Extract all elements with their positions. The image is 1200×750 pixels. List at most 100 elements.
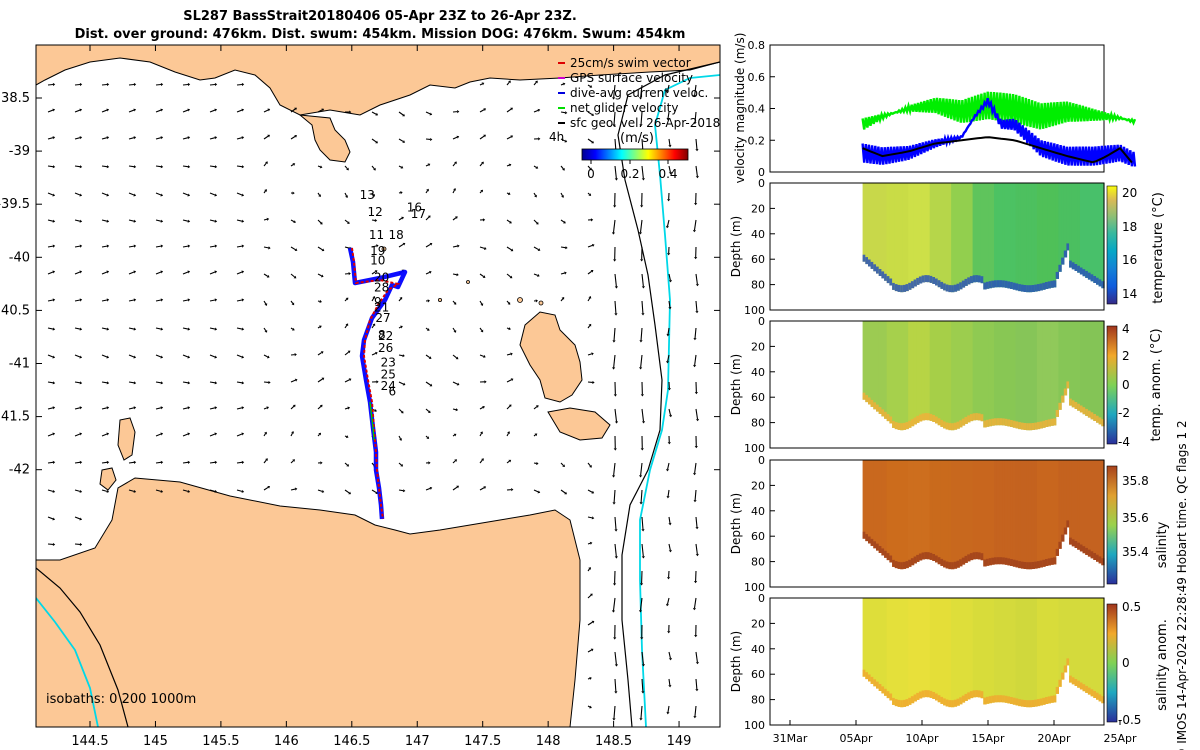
- velocity-vector-head: [348, 378, 352, 382]
- section-cell-bottom: [1047, 419, 1051, 427]
- velocity-vector-head: [538, 137, 541, 141]
- section-cell-bottom: [1093, 553, 1097, 560]
- velocity-vector-head: [590, 269, 594, 273]
- land-islet: [538, 300, 544, 306]
- section-cell-bottom: [1015, 560, 1019, 568]
- section-cell-bottom: [1085, 408, 1089, 416]
- velocity-vector-head: [591, 516, 595, 520]
- velocity-vector-head: [639, 718, 643, 721]
- velocity-vector-head: [187, 489, 191, 493]
- velocity-vector-head: [160, 244, 164, 248]
- section-cell-bottom: [924, 552, 928, 560]
- section-cell: [1018, 321, 1022, 430]
- section-cell-bottom: [873, 402, 877, 410]
- velocity-vector: [479, 109, 485, 113]
- section-cell-bottom: [1047, 558, 1051, 566]
- section-cell-bottom: [908, 282, 912, 290]
- velocity-vector-head: [292, 459, 295, 462]
- velocity-vector-head: [106, 327, 110, 331]
- section-cell-bottom: [1096, 415, 1100, 423]
- section-cell-bottom: [921, 690, 925, 698]
- section-cell: [868, 598, 872, 682]
- section-cell-bottom: [1061, 257, 1065, 265]
- section-cell-bottom: [986, 281, 990, 289]
- section-cell-bottom: [1012, 697, 1017, 705]
- velocity-vector: [587, 568, 591, 572]
- copyright-qc-note: © IMOS 14-Apr-2024 22:28:49 Hobart time.…: [1175, 420, 1189, 750]
- section-cell: [916, 598, 920, 700]
- section-cell: [983, 598, 987, 705]
- velocity-vector: [640, 462, 643, 476]
- section-cell-bottom: [969, 276, 974, 284]
- velocity-vector: [155, 299, 162, 302]
- velocity-vector: [209, 83, 216, 86]
- colorbar: [1106, 185, 1118, 305]
- section-cell-bottom: [1023, 562, 1027, 569]
- section-cell-bottom: [1096, 554, 1100, 562]
- velocity-vector: [614, 678, 617, 692]
- velocity-vector-head: [187, 381, 191, 385]
- section-cell-bottom: [865, 395, 869, 403]
- velocity-vector: [560, 219, 565, 223]
- section-cell: [986, 460, 990, 566]
- velocity-vector: [290, 327, 294, 330]
- velocity-vector-head: [592, 380, 595, 385]
- velocity-vector-head: [267, 485, 271, 489]
- velocity-vector-head: [241, 432, 245, 436]
- section-cell: [932, 321, 936, 422]
- section-cell: [1039, 598, 1043, 706]
- section-cell: [1010, 460, 1014, 566]
- isobaths-label: isobaths: 0 200 1000m: [46, 692, 196, 707]
- section-cell: [980, 321, 984, 422]
- section-cell-bottom: [969, 553, 974, 561]
- section-cell-bottom: [910, 696, 915, 704]
- section-cell-bottom: [1082, 269, 1086, 277]
- velocity-vector: [74, 327, 81, 330]
- section-cell-bottom: [1087, 687, 1092, 695]
- velocity-vector-head: [294, 135, 298, 138]
- velocity-vector-head: [639, 340, 643, 343]
- velocity-vector-head: [482, 405, 485, 409]
- velocity-vector-head: [695, 418, 700, 422]
- section-cell-bottom: [913, 694, 917, 702]
- section-cell-bottom: [1026, 700, 1030, 708]
- section-cell: [977, 321, 982, 421]
- velocity-vector-head: [321, 248, 325, 252]
- colorbar-tick-label: 35.8: [1122, 474, 1149, 488]
- section-cell-bottom: [929, 552, 933, 560]
- velocity-vector-head: [668, 657, 672, 661]
- velocity-vector: [587, 677, 590, 680]
- section-cell: [983, 183, 987, 290]
- section-cell: [975, 598, 979, 698]
- velocity-vector: [290, 164, 294, 167]
- section-cell-bottom: [988, 696, 992, 704]
- section-cell-bottom: [1050, 557, 1054, 565]
- velocity-ytick-label: 0.4: [748, 103, 766, 116]
- section-cell-bottom: [953, 561, 958, 569]
- section-cell-bottom: [1071, 539, 1076, 547]
- section-cell: [1090, 321, 1094, 420]
- waypoint-label: 23: [381, 356, 396, 370]
- velocity-vector-head: [611, 232, 616, 235]
- velocity-vector: [47, 219, 54, 222]
- velocity-vector-head: [106, 82, 110, 87]
- velocity-vector-head: [509, 220, 512, 224]
- velocity-vector: [479, 83, 483, 86]
- velocity-vector-head: [374, 408, 377, 412]
- section-cell-bottom: [1066, 520, 1070, 528]
- colorbar-label: temperature (°C): [1151, 192, 1166, 304]
- velocity-vector-head: [241, 165, 245, 169]
- section-cell: [1020, 598, 1025, 707]
- section-cell: [1093, 460, 1097, 560]
- waypoint-label: 10: [370, 254, 385, 268]
- velocity-vector-head: [291, 302, 295, 306]
- velocity-vector: [317, 405, 322, 410]
- section-cell: [945, 598, 949, 707]
- velocity-vector: [371, 245, 377, 248]
- section-cell: [1058, 598, 1062, 687]
- velocity-vector-head: [695, 553, 699, 557]
- section-cell: [967, 321, 971, 423]
- velocity-vector-head: [429, 383, 433, 387]
- section-cell-bottom: [913, 279, 917, 287]
- velocity-vector: [290, 135, 296, 140]
